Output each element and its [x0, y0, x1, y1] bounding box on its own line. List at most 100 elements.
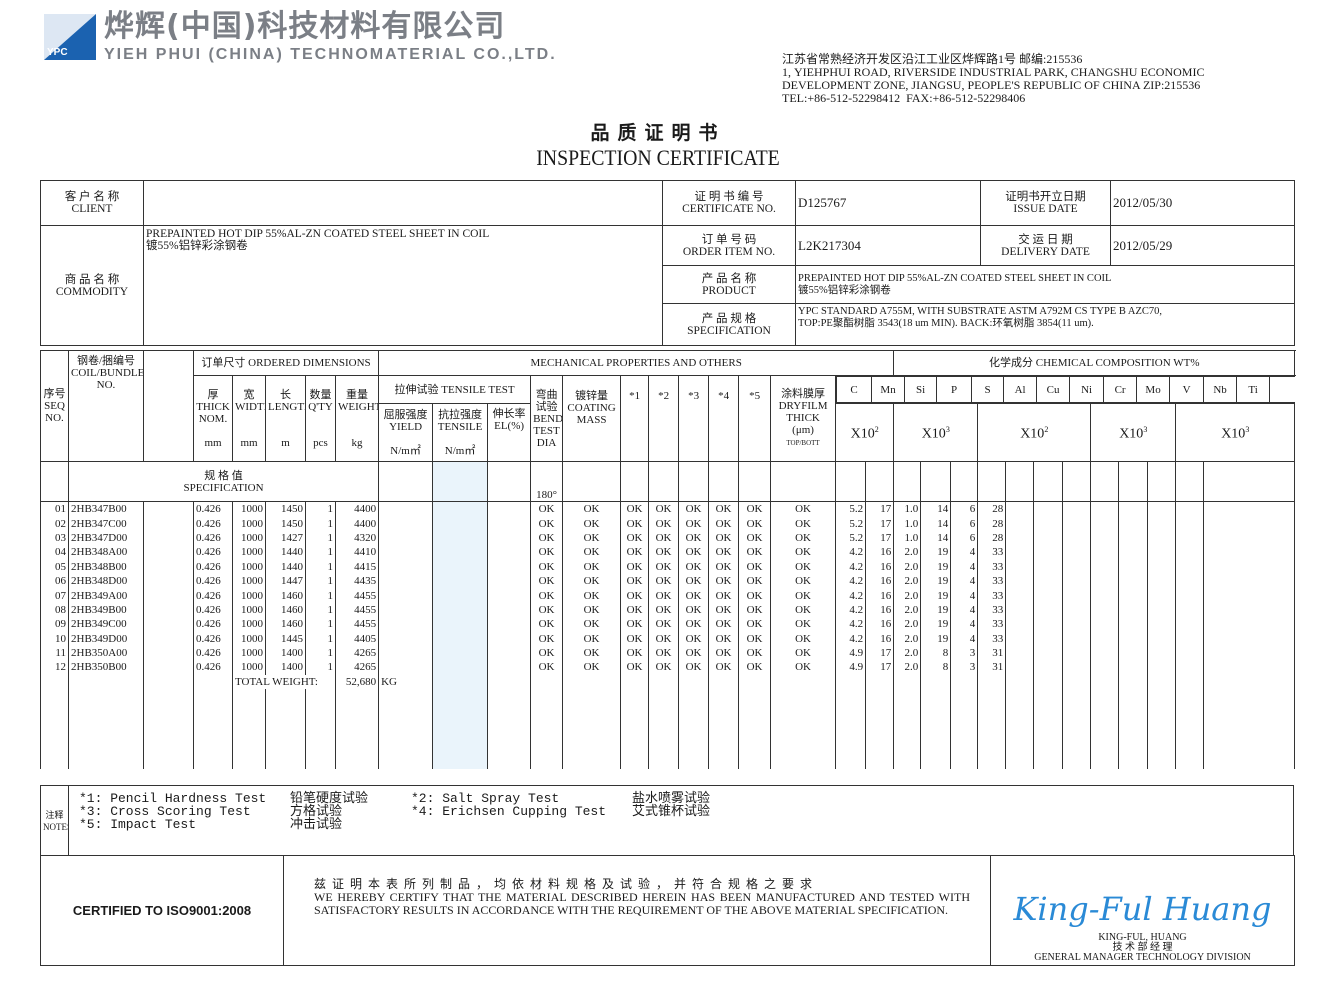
- chem-empty-cell: [1175, 501, 1205, 517]
- element-header-c: C: [836, 376, 873, 403]
- ok-cell: OK: [678, 501, 710, 517]
- note-3: *3: Cross Scoring Test: [79, 804, 251, 819]
- elongation-cell: [487, 631, 532, 646]
- chem-cell: 2.0: [893, 617, 922, 632]
- chem-cell: 33: [977, 617, 1007, 632]
- chem-empty-cell: [1203, 516, 1296, 531]
- order-no-label: 订 单 号 码 ORDER ITEM NO.: [662, 225, 796, 266]
- seq-cell: 07: [40, 588, 69, 603]
- chem-cell: 4.2: [835, 545, 867, 560]
- spec-cell: [1147, 461, 1177, 502]
- chem-cell: 16: [865, 617, 895, 632]
- chem-empty-cell: [1005, 602, 1035, 618]
- chem-empty-cell: [1062, 573, 1092, 589]
- chem-empty-cell: [1090, 617, 1120, 632]
- ok-cell: OK: [620, 573, 650, 589]
- blank-header: [143, 350, 194, 462]
- spec-cell: [708, 461, 740, 502]
- ok-cell: OK: [678, 631, 710, 646]
- ok-cell: OK: [770, 660, 837, 675]
- ok-cell: OK: [678, 660, 710, 675]
- chem-cell: 28: [977, 530, 1007, 546]
- ordered-dimensions-header: 订单尺寸 ORDERED DIMENSIONS: [192, 350, 380, 376]
- note-2: *2: Salt Spray Test: [411, 791, 560, 806]
- specification-row-label: 规 格 值 SPECIFICATION: [67, 461, 380, 502]
- title-en: INSPECTION CERTIFICATE: [536, 145, 780, 170]
- width-cell: 1000: [232, 545, 266, 560]
- blank-cell: [893, 674, 922, 690]
- chem-empty-cell: [1203, 645, 1296, 661]
- blank-cell: [530, 674, 564, 690]
- weight-cell: 4265: [334, 645, 380, 661]
- commodity-value: PREPAINTED HOT DIP 55%AL-ZN COATED STEEL…: [143, 225, 663, 346]
- company-address: 江苏省常熟经济开发区沿江工业区烨辉路1号 邮编:215536 1, YIEHPH…: [782, 52, 1205, 105]
- title-cn: 品质证明书: [590, 122, 726, 144]
- note-5-cn: 冲击试验: [290, 817, 343, 832]
- chem-cell: 5.2: [835, 530, 867, 546]
- blank-cell: [143, 689, 194, 770]
- ok-cell: OK: [770, 602, 837, 618]
- ok-cell: OK: [770, 617, 837, 632]
- weight-cell: 4400: [334, 501, 380, 517]
- chem-cell: 19: [920, 559, 952, 574]
- blank-cell: [1118, 689, 1149, 770]
- blank-cell: [1033, 689, 1064, 770]
- chem-cell: 4.2: [835, 573, 867, 589]
- table-row: 03 2HB347D00 0.426 1000 1427 1 4320 OK OK OK OK OK O…: [40, 530, 1296, 546]
- bend-header: 弯曲试验 BEND TEST DIA: [530, 375, 564, 462]
- statement-en: WE HEREBY CERTIFY THAT THE MATERIAL DESC…: [314, 890, 970, 917]
- issue-date-value: 2012/05/30: [1110, 180, 1295, 226]
- chem-empty-cell: [1175, 573, 1205, 589]
- client-label: 客 户 名 称 CLIENT: [40, 180, 144, 226]
- inspection-results-table: 序号 SEQ NO. 钢卷/捆编号 COIL/BUNDLE NO. 订单尺寸 ORD…: [40, 350, 1296, 770]
- qty-cell: 1: [305, 588, 336, 603]
- thick-cell: 0.426: [193, 501, 233, 517]
- ok-cell: OK: [708, 602, 740, 618]
- seq-cell: 05: [40, 559, 69, 574]
- chem-empty-cell: [1147, 617, 1177, 632]
- coil-cell: 2HB347D00: [68, 530, 144, 546]
- ok-cell: OK: [708, 645, 740, 661]
- spec-cell: [738, 461, 772, 502]
- element-header-mo: Mo: [1136, 376, 1171, 403]
- test-3-header: *3: [678, 375, 710, 462]
- blank-cell: [920, 674, 952, 690]
- blank-cell: [950, 689, 979, 770]
- chem-empty-cell: [1005, 530, 1035, 546]
- weight-cell: 4455: [334, 588, 380, 603]
- blank-cell: [977, 674, 1007, 690]
- chem-cell: 2.0: [893, 660, 922, 675]
- elongation-cell: [487, 516, 532, 531]
- elongation-cell: [487, 545, 532, 560]
- ok-cell: OK: [770, 631, 837, 646]
- ok-cell: OK: [678, 545, 710, 560]
- notes-list: *1: Pencil Hardness Test 铅笔硬度试验 *2: Salt …: [68, 785, 1294, 856]
- blank-cell: [920, 689, 952, 770]
- element-header-ti: Ti: [1236, 376, 1271, 403]
- chem-empty-cell: [1203, 545, 1296, 560]
- width-cell: 1000: [232, 631, 266, 646]
- qty-cell: 1: [305, 631, 336, 646]
- blank-cell: [378, 689, 434, 770]
- table-row: [40, 689, 1296, 770]
- chem-cell: 33: [977, 631, 1007, 646]
- ok-cell: OK: [770, 516, 837, 531]
- length-cell: 1440: [265, 545, 306, 560]
- chem-empty-cell: [1005, 516, 1035, 531]
- chem-empty-cell: [1203, 660, 1296, 675]
- chem-cell: 4.2: [835, 631, 867, 646]
- blank-cell: [678, 689, 710, 770]
- thick-cell: 0.426: [193, 631, 233, 646]
- ok-cell: OK: [648, 602, 680, 618]
- ok-cell: OK: [738, 501, 772, 517]
- chem-empty-cell: [1062, 660, 1092, 675]
- weight-cell: 4455: [334, 602, 380, 618]
- tensile-cell: [432, 645, 489, 661]
- ok-cell: OK: [678, 516, 710, 531]
- issue-date-label: 证明书开立日期 ISSUE DATE: [980, 180, 1111, 226]
- chem-cell: 16: [865, 559, 895, 574]
- ok-cell: OK: [562, 602, 622, 618]
- chem-empty-cell: [1203, 617, 1296, 632]
- blank-cell: [487, 689, 532, 770]
- chem-cell: 14: [920, 501, 952, 517]
